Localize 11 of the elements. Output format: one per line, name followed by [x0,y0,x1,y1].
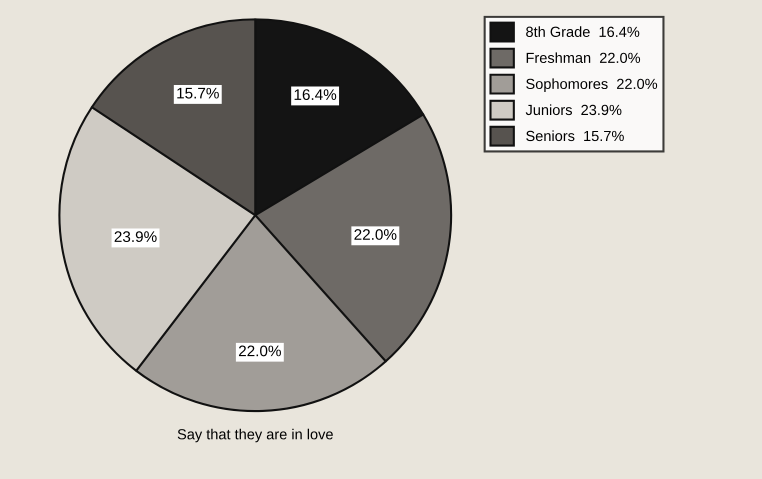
legend-label: 8th Grade 16.4% [526,26,640,37]
data-label: 16.4% [294,89,336,100]
legend-label: Sophomores 22.0% [526,78,658,92]
text: Say that they are in love [178,428,333,442]
data-label: 23.9% [114,231,157,242]
data-label: 15.7% [177,88,219,99]
legend-label: Juniors 23.9% [526,104,622,116]
legend-label: Freshman 22.0% [526,52,640,64]
legend-label: Seniors 15.7% [526,130,624,142]
data-label: 22.0% [238,346,281,356]
data-label: 22.0% [354,229,396,240]
